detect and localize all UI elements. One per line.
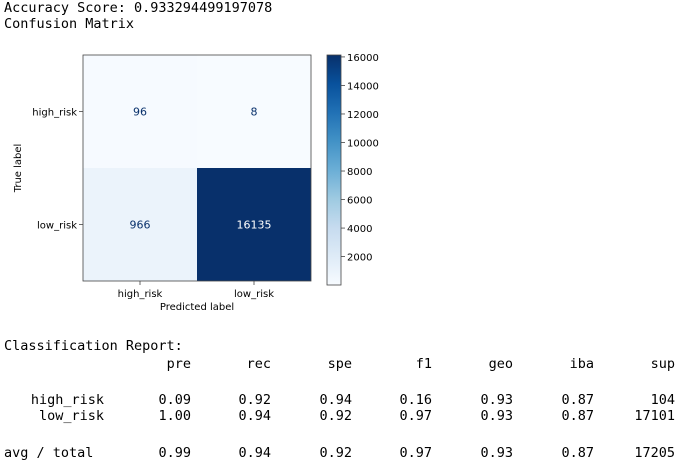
confusion-matrix-title: Confusion Matrix: [4, 16, 135, 32]
report-cell: 0.09: [158, 392, 191, 408]
report-cell: 0.87: [561, 392, 594, 408]
report-cell: 0.92: [319, 408, 352, 424]
colorbar-tick-label: 4000: [347, 224, 372, 235]
report-cell: 104: [650, 392, 675, 408]
x-tick-label: high_risk: [118, 289, 163, 300]
report-cell: 0.97: [399, 408, 432, 424]
classification-report: Classification Report: pre rec spe f1 geo iba…: [0, 338, 692, 467]
report-row-label: avg / total: [4, 445, 94, 461]
colorbar: [326, 54, 342, 286]
report-cell: 0.87: [561, 445, 594, 461]
report-cell: 0.93: [480, 408, 513, 424]
colorbar-tick-label: 14000: [347, 81, 379, 92]
report-cell: 0.92: [238, 392, 271, 408]
report-cell: 0.93: [480, 445, 513, 461]
report-header: pre: [166, 356, 191, 372]
heatmap-cell: [197, 55, 311, 168]
y-tick-label: low_risk: [37, 221, 77, 232]
report-header: rec: [246, 356, 271, 372]
accuracy-line: Accuracy Score: 0.933294499197078: [4, 0, 273, 16]
report-cell: 17101: [634, 408, 675, 424]
report-cell: 0.94: [319, 392, 352, 408]
colorbar-tick-label: 2000: [347, 253, 372, 264]
colorbar-tick-label: 6000: [347, 196, 372, 207]
heatmap-cell: [83, 55, 197, 168]
report-header: geo: [488, 356, 513, 372]
heatmap-cell: [197, 168, 311, 281]
y-tick-label: high_risk: [32, 108, 77, 119]
matrix-frame: [82, 54, 312, 282]
report-row-label: high_risk: [30, 392, 104, 408]
report-cell: 0.94: [238, 408, 271, 424]
report-header: iba: [569, 356, 594, 372]
colorbar-tick-label: 10000: [347, 138, 379, 149]
report-cell: 0.92: [319, 445, 352, 461]
report-cell: 0.93: [480, 392, 513, 408]
x-axis-label: Predicted label: [160, 302, 234, 313]
report-cell: 0.16: [399, 392, 432, 408]
colorbar-tick-label: 8000: [347, 167, 372, 178]
colorbar-tick-label: 12000: [347, 110, 379, 121]
cell-value-label: 16135: [237, 219, 272, 232]
report-cell: 17205: [634, 445, 675, 461]
report-cell: 0.97: [399, 445, 432, 461]
cell-value-label: 8: [251, 106, 258, 119]
report-cell: 0.94: [238, 445, 271, 461]
report-header: f1: [415, 356, 432, 372]
cell-value-label: 966: [130, 219, 151, 232]
report-cell: 0.99: [158, 445, 191, 461]
report-header: sup: [650, 356, 675, 372]
colorbar-tick-label: 16000: [347, 53, 379, 64]
report-cell: 0.87: [561, 408, 594, 424]
x-tick-label: low_risk: [234, 289, 274, 300]
report-title: Classification Report:: [4, 338, 183, 354]
report-cell: 1.00: [158, 408, 191, 424]
heatmap-cell: [83, 168, 197, 281]
report-header: spe: [327, 356, 352, 372]
y-axis-label: True label: [13, 144, 24, 194]
report-row-label: low_risk: [38, 408, 104, 424]
cell-value-label: 96: [133, 106, 147, 119]
